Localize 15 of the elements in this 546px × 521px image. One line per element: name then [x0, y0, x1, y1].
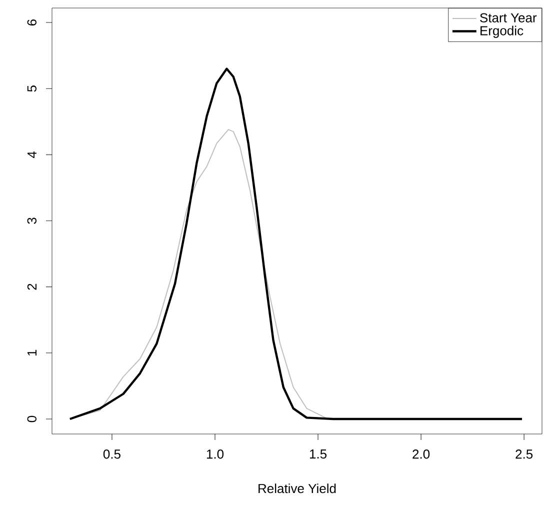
x-axis-title: Relative Yield — [258, 484, 336, 494]
x-tick-label: 2.0 — [412, 450, 430, 459]
y-tick-label: 0 — [27, 416, 36, 422]
y-tick-label: 6 — [27, 19, 36, 26]
x-tick-label: 0.5 — [103, 450, 120, 459]
y-tick-label: 3 — [27, 218, 36, 224]
legend-label: Start Year — [480, 13, 537, 22]
x-tick-label: 2.5 — [516, 450, 533, 459]
legend-label: Ergodic — [480, 26, 524, 38]
x-tick-label: 1.0 — [206, 450, 224, 459]
y-tick-label: 5 — [27, 86, 36, 92]
y-tick-label: 4 — [28, 151, 36, 158]
x-tick-label: 1.5 — [310, 450, 327, 459]
y-tick-label: 1 — [28, 350, 36, 356]
y-tick-label: 2 — [27, 284, 36, 290]
